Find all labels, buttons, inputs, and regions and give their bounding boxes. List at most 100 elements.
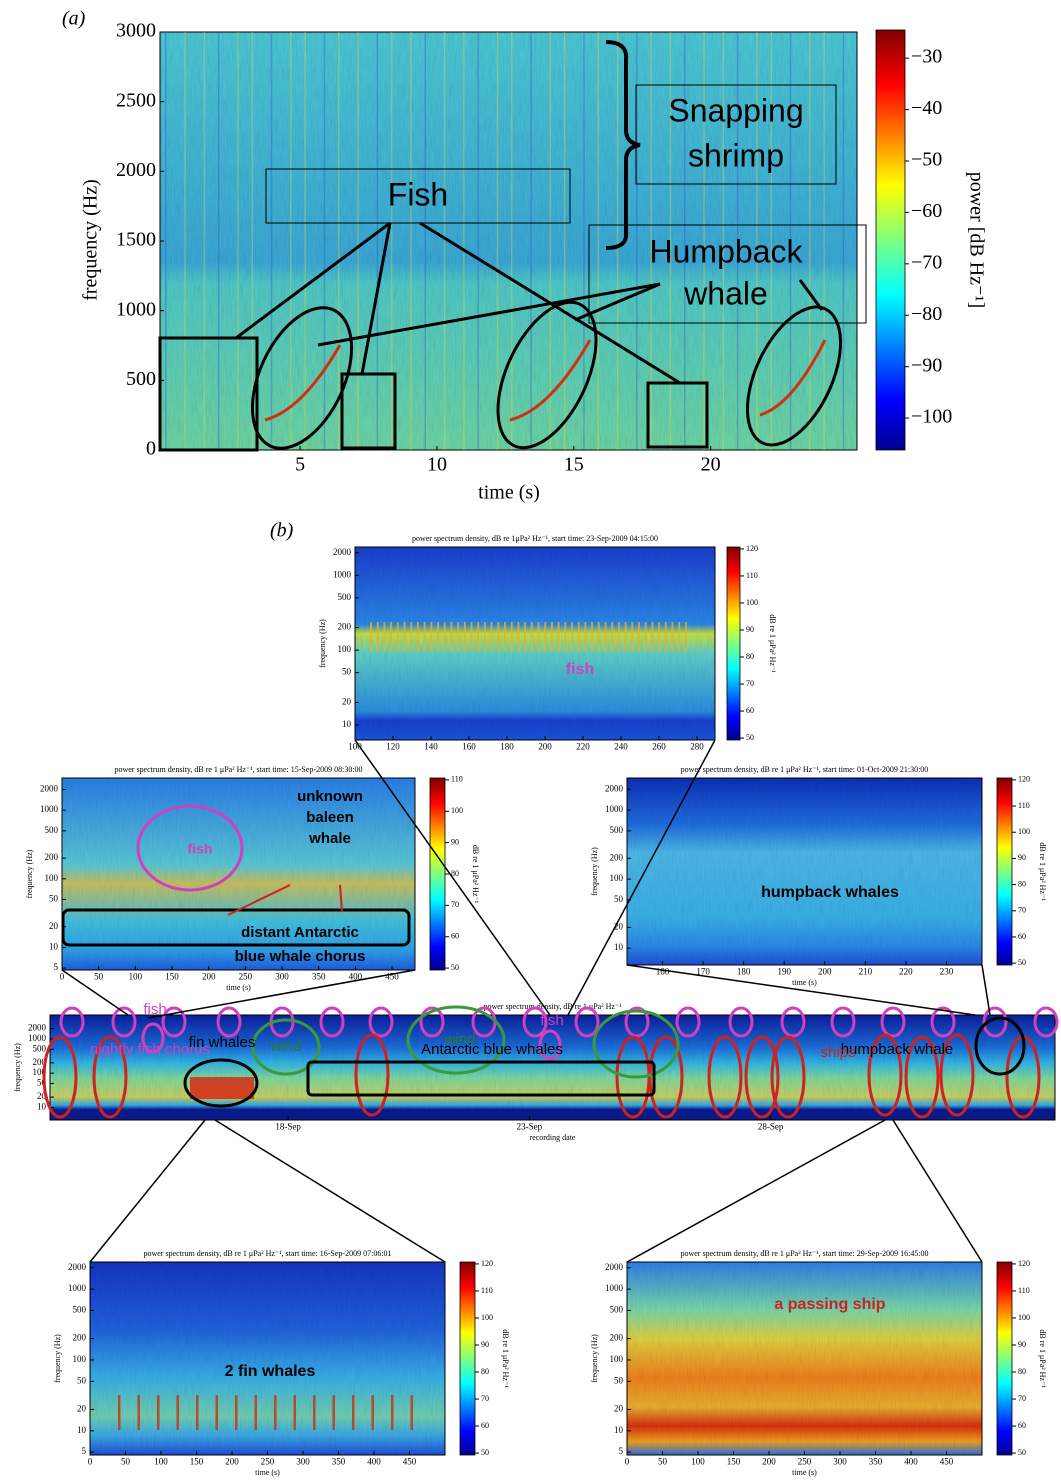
x-axis-label: recording date (530, 1133, 576, 1142)
colorbar-tick-label: 110 (1018, 1286, 1030, 1295)
y-axis-label: frequency (Hz) (590, 1334, 599, 1383)
noise-stripe (789, 32, 792, 450)
call-stripe (443, 622, 446, 652)
noise-stripe (809, 32, 811, 450)
annotation: blue whale chorus (235, 948, 366, 965)
x-tick-label: 100 (154, 1456, 168, 1466)
colorbar-tick-label: 60 (746, 706, 754, 715)
colorbar-tick-label: 70 (481, 1394, 489, 1403)
colorbar-tick-label: 60 (1018, 1421, 1026, 1430)
annotation-ellipse (216, 1006, 242, 1038)
spectrogram-texture (355, 547, 715, 740)
x-tick-label: 0 (88, 1456, 93, 1466)
x-tick-label: 170 (696, 966, 710, 976)
noise-stripe (376, 32, 379, 450)
y-tick-label: 3000 (116, 20, 156, 42)
noise-stripe (530, 32, 532, 450)
colorbar (726, 546, 741, 741)
plot-frame (354, 546, 716, 741)
plot-title: power spectrum density, dB re 1 μPa² Hz⁻… (680, 1249, 928, 1258)
colorbar (429, 777, 446, 971)
annotation-ellipse (974, 1016, 1026, 1076)
y-tick-label: 500 (126, 368, 156, 390)
annotation-ellipse (59, 1006, 85, 1038)
annotation-ellipse (141, 1022, 165, 1054)
noise-stripe (477, 32, 479, 450)
x-tick-label: 240 (614, 741, 628, 751)
noise-stripe (636, 32, 638, 450)
colorbar-tick-label: 60 (451, 932, 459, 941)
annotation-ellipse (728, 1006, 754, 1038)
x-tick-label: 250 (261, 1456, 275, 1466)
panel-label: (a) (62, 8, 86, 30)
call-stripe (591, 622, 594, 652)
annotation-ellipse (319, 1006, 345, 1038)
annotation-ellipse (183, 1058, 259, 1108)
y-tick-label: 2000 (605, 1262, 624, 1272)
colorbar-tick-label: 100 (481, 1313, 493, 1322)
colorbar-tick-label: 50 (1018, 958, 1026, 967)
colorbar-tick-label: 50 (481, 1448, 489, 1457)
call-stripe (370, 622, 372, 652)
y-tick-label: 100 (73, 1354, 87, 1364)
call-stripe (658, 622, 661, 652)
connector (626, 964, 976, 1016)
plot-frame (61, 777, 416, 971)
x-tick-label: 350 (332, 1456, 346, 1466)
connector (354, 739, 551, 1016)
call-stripe (274, 1395, 277, 1430)
annotation: baleen (306, 809, 354, 826)
colorbar-tick-label: 50 (451, 963, 459, 972)
colorbar-tick-label: −30 (911, 46, 942, 68)
annotation-box (306, 1060, 656, 1097)
y-tick-label: 50 (77, 1375, 87, 1385)
x-tick-label: 250 (239, 971, 253, 981)
call-stripe (644, 622, 647, 652)
connector (61, 969, 129, 1016)
colorbar-tick-label: −100 (911, 406, 952, 428)
annotation: Fish (388, 176, 448, 212)
plot-title: power spectrum density, dB re 1μPa² Hz⁻¹… (412, 534, 658, 543)
colorbar (875, 29, 906, 451)
call-stripe (437, 622, 439, 652)
call-stripe (416, 622, 419, 652)
colorbar-label: dB re 1 μPa² Hz⁻¹ (768, 614, 777, 673)
noise-stripe (703, 32, 705, 450)
x-tick-label: 200 (762, 1456, 776, 1466)
colorbar-tick-label: 100 (451, 806, 463, 815)
connector (892, 1119, 983, 1263)
annotation-ellipse (745, 305, 843, 447)
annotation: Antarctic blue whales (421, 1041, 563, 1058)
x-tick-label: 230 (940, 966, 954, 976)
annotation: Humpback (650, 233, 804, 269)
annotation: humpback whale (841, 1041, 954, 1058)
y-tick-label: 5 (82, 1446, 87, 1456)
y-tick-label: 500 (33, 1043, 47, 1053)
annotation-ellipse (707, 1035, 743, 1119)
call-stripe (684, 622, 687, 652)
x-tick-label: 15 (564, 454, 584, 476)
call-stripe (530, 622, 533, 652)
noise-stripe (770, 32, 772, 450)
x-tick-label: 50 (658, 1456, 668, 1466)
annotation-box (61, 908, 411, 947)
x-tick-label: 300 (833, 1456, 847, 1466)
noise-stripe (842, 32, 845, 450)
brace (605, 40, 641, 250)
colorbar-tick-label: 120 (1018, 1259, 1030, 1268)
annotation-ellipse (251, 1018, 321, 1076)
colorbar-tick-label: 90 (1018, 1340, 1026, 1349)
call-stripe (157, 1395, 160, 1430)
colorbar-label: dB re 1 μPa² Hz⁻¹ (471, 845, 480, 904)
colorbar-tick-label: 110 (746, 571, 758, 580)
plot-title: power spectrum density, dB re 1 μPa² Hz⁻… (483, 1002, 622, 1011)
y-tick-label: 20 (614, 921, 624, 931)
colorbar-tick-label: 90 (746, 625, 754, 634)
annotation: fin whales (189, 1034, 256, 1051)
annotation: shrimp (688, 137, 784, 173)
fin-whale-band (190, 1077, 254, 1099)
x-tick-label: 50 (94, 971, 104, 981)
colorbar-tick-label: 80 (451, 869, 459, 878)
annotation-ellipse (770, 1035, 806, 1119)
y-tick-label: 5 (54, 962, 59, 972)
